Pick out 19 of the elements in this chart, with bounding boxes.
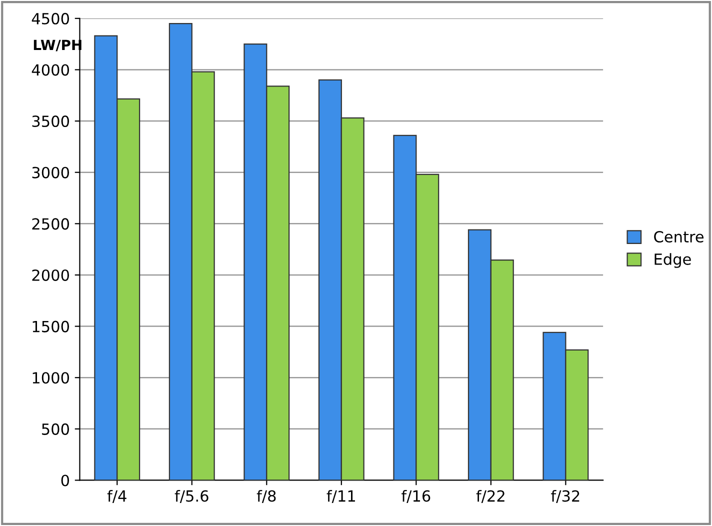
x-tick-label: f/22 bbox=[476, 490, 504, 503]
y-tick-label: 1000 bbox=[32, 372, 70, 384]
y-tick-label: 3500 bbox=[32, 116, 70, 128]
y-tick-label: 4000 bbox=[32, 64, 70, 76]
x-tick-label: f/8 bbox=[256, 490, 276, 503]
y-tick-label: 4500 bbox=[32, 12, 70, 24]
y-tick-label: 1500 bbox=[32, 320, 70, 332]
y-tick-label: 0 bbox=[61, 474, 70, 486]
y-tick-label: 3000 bbox=[32, 166, 70, 178]
legend-label: Centre bbox=[654, 230, 704, 243]
x-tick-label: f/5.6 bbox=[174, 490, 208, 503]
x-tick-label: f/11 bbox=[326, 490, 355, 503]
x-tick-label: f/32 bbox=[551, 490, 580, 503]
x-tick-label: f/4 bbox=[107, 490, 126, 503]
y-tick-label: 500 bbox=[42, 423, 70, 435]
y-tick-label: 2000 bbox=[32, 269, 70, 282]
y-tick-label: 2500 bbox=[32, 218, 70, 230]
legend-label: Edge bbox=[654, 253, 691, 268]
x-tick-label: f/16 bbox=[402, 490, 430, 503]
